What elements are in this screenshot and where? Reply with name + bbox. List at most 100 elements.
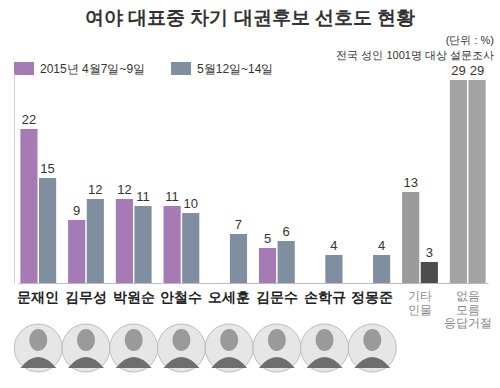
- x-tick: 김무성: [65, 283, 107, 305]
- bar: [164, 206, 181, 283]
- data-label: 5: [264, 231, 271, 246]
- portrait-frame: [157, 324, 205, 372]
- x-tick: 오세훈: [208, 283, 250, 305]
- x-tick-label: 오세훈: [208, 289, 250, 305]
- x-tick: 기타인물: [408, 283, 432, 317]
- data-label: 9: [73, 203, 80, 218]
- bar: [259, 248, 276, 283]
- portrait-head: [29, 329, 47, 351]
- bar: [450, 80, 467, 283]
- portrait-head: [77, 329, 95, 351]
- bar: [116, 199, 133, 283]
- x-tick-label: 안철수: [160, 289, 202, 305]
- data-label: 6: [283, 224, 290, 239]
- portrait-head: [316, 329, 334, 351]
- bar: [278, 241, 295, 283]
- portrait-frame: [205, 324, 253, 372]
- x-tick-label: 손학규: [304, 289, 346, 305]
- portrait: [14, 324, 62, 372]
- x-tick-label: 박원순: [113, 289, 155, 305]
- portrait-frame: [301, 324, 349, 372]
- legend-label: 2015년 4월7일~9일: [40, 62, 145, 76]
- bar: [230, 234, 247, 283]
- x-tick: 안철수: [160, 283, 202, 305]
- data-label: 13: [403, 175, 417, 190]
- x-tick: 손학규: [304, 283, 346, 305]
- data-label: 15: [40, 161, 54, 176]
- data-label: 7: [235, 217, 242, 232]
- portrait-body: [68, 357, 104, 368]
- x-tick: 없음모름응답거절: [444, 283, 492, 330]
- data-label: 3: [426, 245, 433, 260]
- x-tick-label: 정몽준: [351, 289, 393, 305]
- portrait-body: [307, 357, 343, 368]
- portrait-frame: [348, 324, 396, 372]
- portrait: [157, 324, 205, 372]
- portrait-body: [354, 357, 390, 368]
- bar: [421, 262, 438, 283]
- x-tick: 김문수: [256, 283, 298, 305]
- y-axis-line: [14, 74, 15, 284]
- x-axis-line: [19, 283, 489, 284]
- annotation: (단위 : %): [446, 34, 494, 46]
- portrait-body: [116, 357, 152, 368]
- data-label: 12: [88, 182, 102, 197]
- x-tick: 문재인: [17, 283, 59, 305]
- data-label: 11: [136, 189, 150, 204]
- x-tick-label: 없음모름응답거절: [444, 289, 492, 331]
- portrait: [301, 324, 349, 372]
- portrait-head: [220, 329, 238, 351]
- subtitle: 전국 성인 1001명 대상 설문조사: [336, 49, 494, 61]
- data-label: 10: [184, 196, 198, 211]
- portrait-frame: [62, 324, 110, 372]
- data-labels: 22 9 12 11 5 13 29 15 12 11 10 7 6 4 4 3 29: [22, 63, 485, 260]
- portrait: [62, 324, 110, 372]
- portrait-body: [20, 357, 56, 368]
- x-tick: 박원순: [113, 283, 155, 305]
- legend-swatch: [171, 62, 191, 75]
- x-axis: 문재인 김무성 박원순 안철수 오세훈 김문수 손학규 정몽준 기타인물 없음모름응답거절: [17, 283, 491, 330]
- bars: [20, 80, 485, 283]
- x-tick-label: 문재인: [17, 289, 59, 305]
- portrait-body: [259, 357, 295, 368]
- bar: [20, 129, 37, 283]
- bar: [68, 220, 85, 283]
- x-tick-label: 김문수: [256, 289, 298, 305]
- portrait: [348, 324, 396, 372]
- x-tick: 정몽준: [351, 283, 393, 305]
- data-label: 29: [451, 63, 465, 78]
- bar: [325, 255, 342, 283]
- legend-item: 5월12일~14일: [171, 62, 273, 76]
- legend-label: 5월12일~14일: [197, 62, 273, 76]
- portrait-head: [172, 329, 190, 351]
- portrait-body: [163, 357, 199, 368]
- portrait-body: [211, 357, 247, 368]
- portrait-frame: [14, 324, 62, 372]
- portrait-head: [268, 329, 286, 351]
- chart: 여야 대표중 차기 대권후보 선호도 현황 (단위 : %) 전국 성인 1001명…: [0, 0, 500, 388]
- portraits: [14, 324, 396, 372]
- data-label: 4: [378, 238, 385, 253]
- data-label: 22: [22, 112, 36, 127]
- y-axis: [14, 74, 15, 284]
- x-tick-label: 기타인물: [408, 289, 432, 317]
- bar: [87, 199, 104, 283]
- bar: [402, 192, 419, 283]
- bar: [373, 255, 390, 283]
- portrait: [110, 324, 158, 372]
- portrait-frame: [110, 324, 158, 372]
- bar: [39, 178, 56, 283]
- data-label: 4: [330, 238, 337, 253]
- data-label: 11: [165, 189, 179, 204]
- data-label: 12: [117, 182, 131, 197]
- bar: [134, 206, 151, 283]
- legend-item: 2015년 4월7일~9일: [14, 62, 145, 76]
- legend-swatch: [14, 62, 34, 75]
- legend: 2015년 4월7일~9일 5월12일~14일: [14, 62, 273, 76]
- portrait: [205, 324, 253, 372]
- data-label: 29: [470, 63, 484, 78]
- portrait: [253, 324, 301, 372]
- bar: [182, 213, 199, 283]
- title: 여야 대표중 차기 대권후보 선호도 현황: [85, 7, 415, 28]
- bar: [468, 80, 485, 283]
